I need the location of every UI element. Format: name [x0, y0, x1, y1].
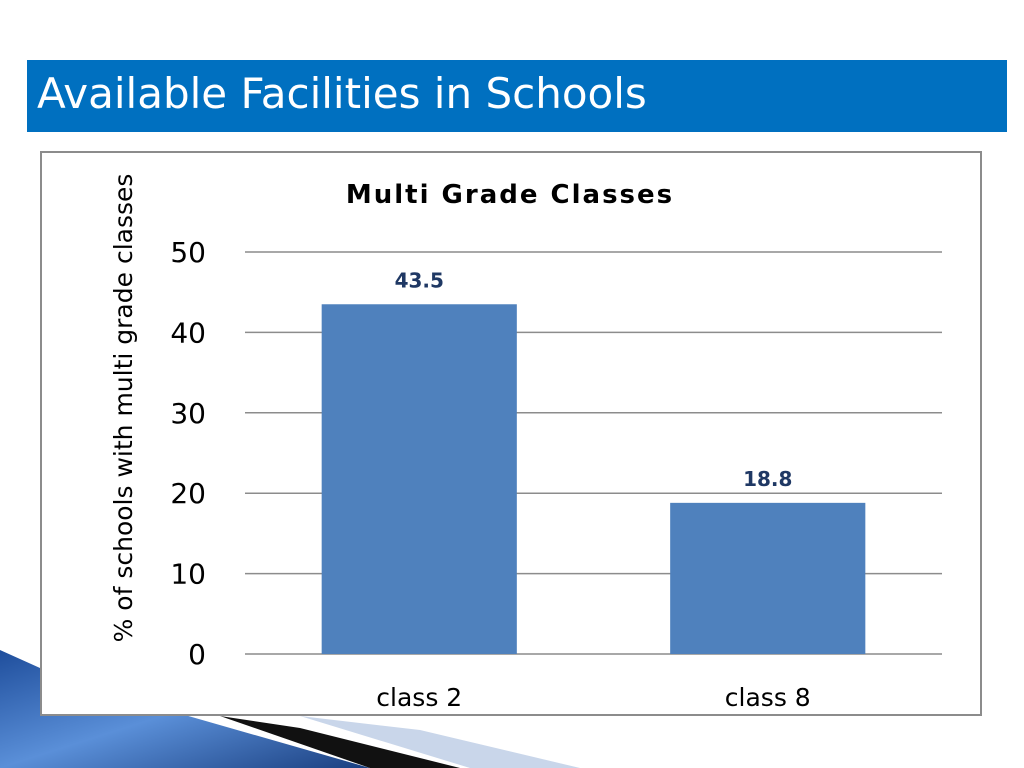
chart-frame: Multi Grade Classes % of schools with mu… — [40, 151, 982, 716]
y-axis-label: % of schools with multi grade classes — [109, 174, 138, 643]
y-tick-label: 10 — [170, 558, 206, 591]
data-label: 18.8 — [743, 467, 792, 491]
bar-class-8 — [670, 502, 866, 654]
bars — [321, 304, 866, 654]
bar-class-2 — [321, 304, 517, 654]
x-tick-label: class 2 — [376, 683, 462, 712]
y-tick-label: 50 — [170, 236, 206, 269]
y-tick-label: 40 — [170, 316, 206, 349]
corner-wave-black — [220, 716, 460, 768]
corner-wave-blue — [0, 650, 370, 768]
title-bar: Available Facilities in Schools — [27, 60, 1007, 132]
x-tick-label: class 8 — [725, 683, 811, 712]
data-labels: 43.5 18.8 — [395, 268, 793, 491]
y-tick-labels: 0 10 20 30 40 50 — [170, 236, 206, 671]
y-tick-label: 30 — [170, 397, 206, 430]
y-tick-label: 0 — [188, 638, 206, 671]
chart-title: Multi Grade Classes — [346, 180, 674, 210]
y-tick-label: 20 — [170, 477, 206, 510]
bar-chart: Multi Grade Classes % of schools with mu… — [109, 174, 942, 712]
x-tick-labels: class 2 class 8 — [376, 683, 810, 712]
data-label: 43.5 — [395, 268, 444, 292]
corner-wave-light — [300, 716, 580, 768]
slide-title: Available Facilities in Schools — [37, 69, 647, 118]
